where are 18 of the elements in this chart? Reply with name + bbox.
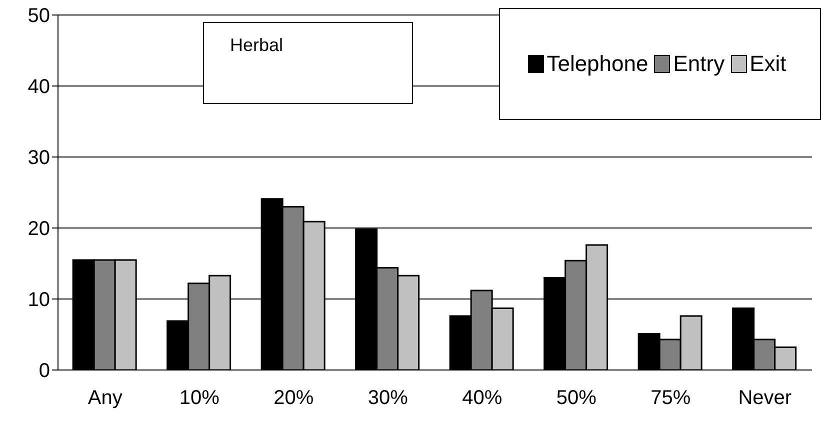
x-tick-label: 40% [462, 387, 502, 410]
y-tick-label: 0 [38, 360, 50, 382]
y-tick-label: 20 [28, 218, 50, 240]
y-tick-label: 30 [28, 147, 50, 170]
y-tick-label: 50 [28, 5, 50, 28]
x-tick-label: Any [88, 387, 122, 410]
x-tick-label: 30% [368, 387, 408, 410]
x-tick-label: Never [738, 387, 792, 410]
x-tick-label: 10% [179, 387, 220, 410]
title-box: Herbal [203, 22, 413, 104]
x-tick-label: 75% [650, 387, 691, 410]
y-tick-label: 40 [28, 76, 50, 98]
y-tick-label: 10 [28, 289, 50, 312]
legend-label: Telephone [546, 51, 648, 77]
legend-label: Exit [748, 51, 786, 77]
x-tick-label: 20% [274, 387, 314, 410]
legend-label: Entry [672, 51, 725, 77]
x-tick-label: 50% [556, 387, 597, 410]
